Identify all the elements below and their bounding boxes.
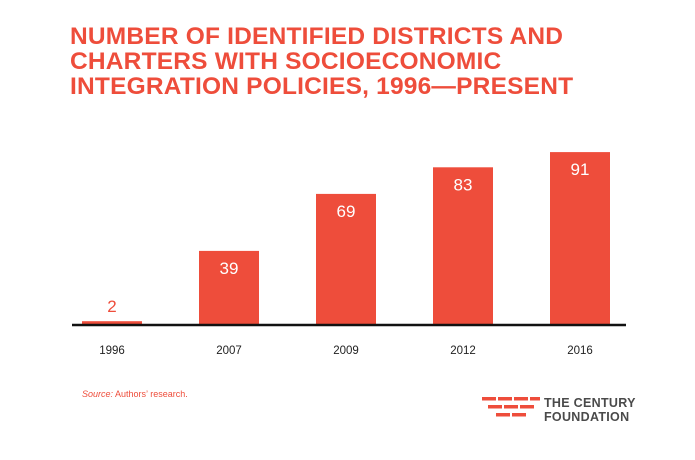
logo-text: THE CENTURY FOUNDATION (544, 396, 636, 424)
century-foundation-stripes-icon (482, 397, 540, 417)
title-line-3: INTEGRATION POLICIES, 1996—PRESENT (70, 73, 574, 100)
bar-2009 (316, 193, 376, 325)
title-line-2: CHARTERS WITH SOCIOECONOMIC (70, 48, 502, 75)
x-tick-label-2007: 2007 (216, 345, 242, 357)
value-label-2007: 39 (220, 259, 239, 278)
chart-title: NUMBER OF IDENTIFIED DISTRICTS AND CHART… (70, 24, 670, 99)
bar-2007 (199, 250, 259, 325)
value-label-1996: 2 (107, 297, 116, 316)
x-tick-label-group: 1996 2007 2009 2012 2016 (99, 345, 593, 357)
x-tick-label-2009: 2009 (333, 345, 359, 357)
value-label-2009: 69 (337, 202, 356, 221)
x-tick-label-1996: 1996 (99, 345, 125, 357)
logo-line-2: FOUNDATION (544, 410, 630, 424)
source-label: Source: (82, 389, 114, 399)
value-label-group: 2 39 69 83 91 (107, 160, 589, 316)
century-foundation-logo: THE CENTURY FOUNDATION (482, 396, 682, 426)
value-label-2016: 91 (571, 160, 590, 179)
x-tick-label-2016: 2016 (567, 345, 593, 357)
bar-group (82, 152, 610, 325)
source-note: Source: Authors’ research. (82, 389, 188, 399)
source-text: Authors’ research. (113, 389, 188, 399)
bar-2012 (433, 167, 493, 325)
title-line-1: NUMBER OF IDENTIFIED DISTRICTS AND (70, 23, 564, 50)
value-label-2012: 83 (454, 175, 473, 194)
x-tick-label-2012: 2012 (450, 345, 476, 357)
bar-2016 (550, 152, 610, 325)
bar-1996 (82, 321, 142, 325)
logo-line-1: THE CENTURY (544, 396, 636, 410)
